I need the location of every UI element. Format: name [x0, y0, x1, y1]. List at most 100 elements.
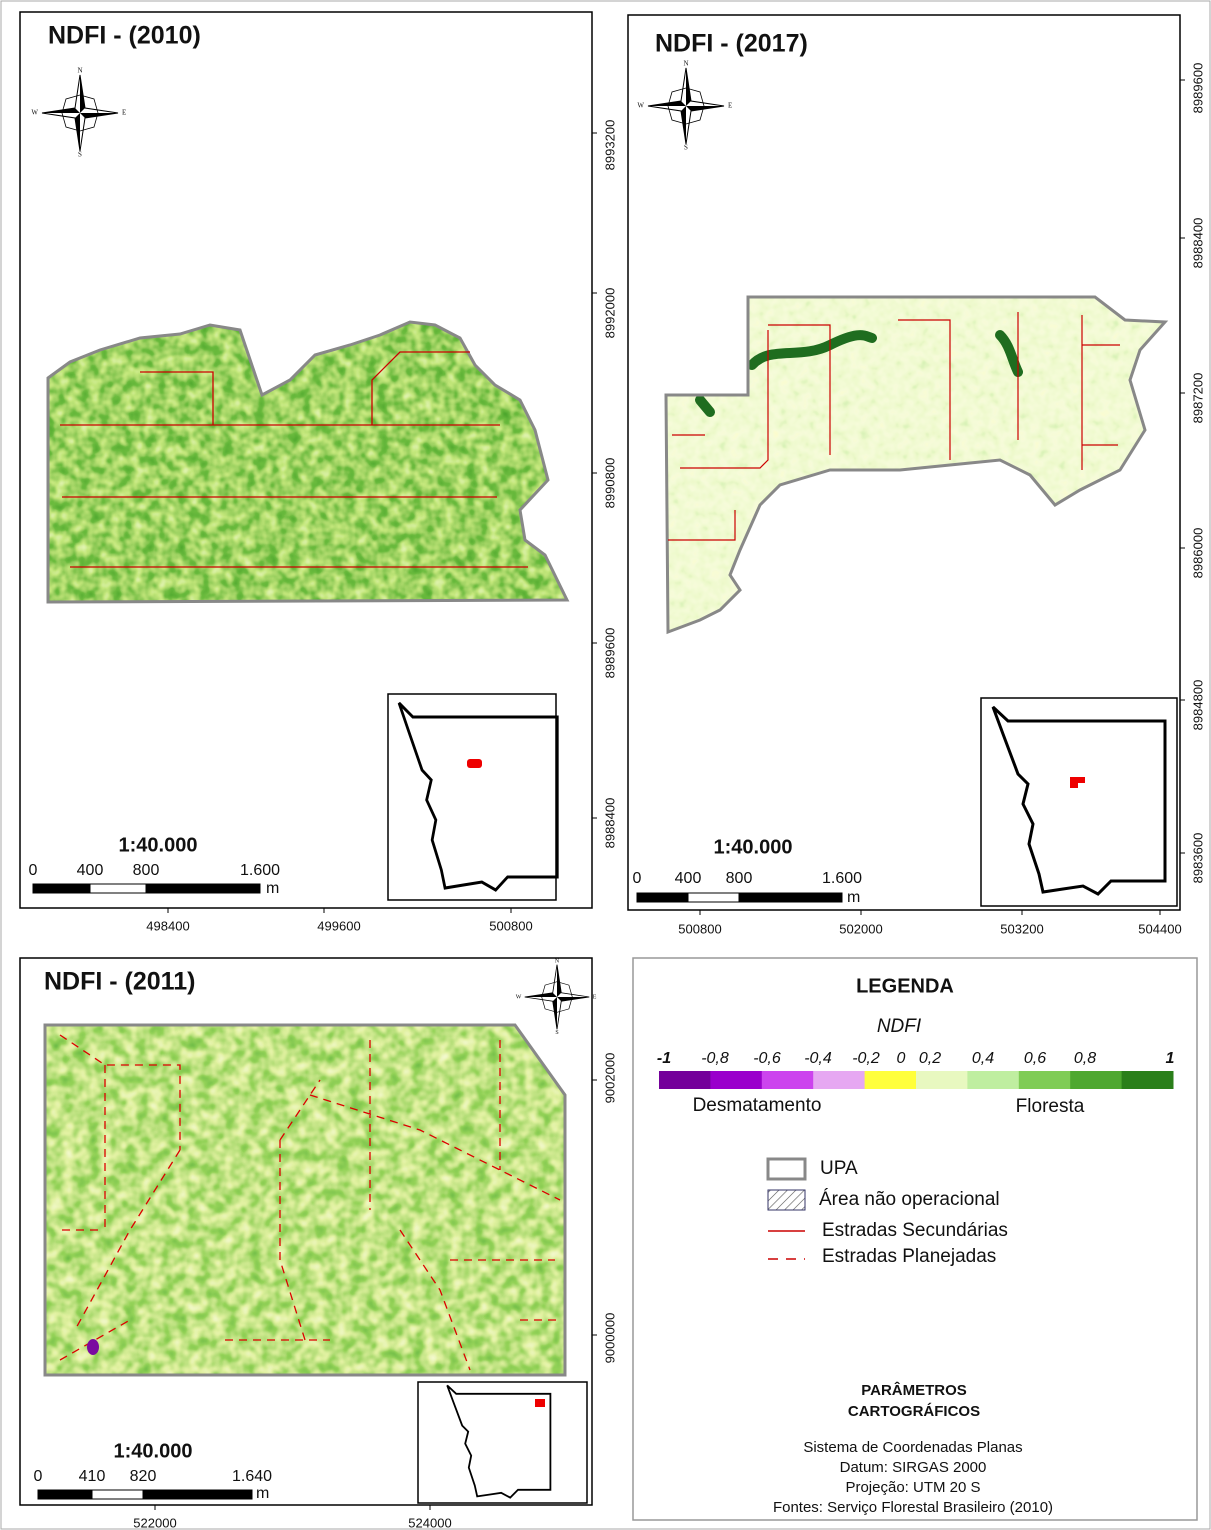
map-title: NDFI - (2011)	[44, 968, 195, 996]
x-coord: 499600	[317, 918, 360, 933]
compass-e: E	[728, 102, 732, 110]
ramp-swatch	[710, 1071, 762, 1089]
legend-title: LEGENDA	[856, 975, 954, 997]
ramp-label: 1	[1166, 1050, 1175, 1067]
ramp-swatch	[1070, 1071, 1122, 1089]
ramp-swatch	[659, 1071, 711, 1089]
ndfi-raster	[40, 1020, 570, 1380]
legend-item: Estradas Secundárias	[822, 1220, 1008, 1241]
param: Projeção: UTM 20 S	[845, 1479, 980, 1496]
scale-label: 400	[675, 870, 702, 887]
ramp-swatch	[1122, 1071, 1174, 1089]
hatch-swatch	[768, 1190, 805, 1210]
scale-ratio: 1:40.000	[114, 1440, 193, 1462]
ramp-low: Desmatamento	[693, 1095, 822, 1116]
scale-unit: m	[847, 889, 860, 906]
scale-bar	[38, 1490, 252, 1499]
compass-w: W	[31, 109, 38, 117]
map-title: NDFI - (2010)	[48, 22, 201, 50]
ramp-label: 0,2	[919, 1050, 941, 1067]
ramp-swatch	[865, 1071, 917, 1089]
y-coord: 8988400	[1190, 218, 1205, 269]
ramp-label: -0,4	[804, 1050, 832, 1067]
scale-label: 800	[726, 870, 753, 887]
scale-bar	[637, 893, 842, 902]
legend-item: Estradas Planejadas	[822, 1246, 996, 1267]
y-coord: 8983600	[1190, 833, 1205, 884]
ramp-swatch	[1019, 1071, 1071, 1089]
scale-label: 1.640	[232, 1468, 272, 1485]
ramp-label: 0	[897, 1050, 906, 1067]
x-coord: 524000	[408, 1515, 451, 1530]
ramp-swatch	[967, 1071, 1019, 1089]
map-title: NDFI - (2017)	[655, 30, 808, 58]
param: Fontes: Serviço Florestal Brasileiro (20…	[773, 1499, 1053, 1516]
upa-swatch	[768, 1159, 805, 1179]
ramp-swatch	[813, 1071, 865, 1089]
ramp-label: -0,6	[753, 1050, 781, 1067]
scale-label: 1.600	[240, 862, 280, 879]
scale-label: 0	[29, 862, 38, 879]
ramp-swatch	[762, 1071, 814, 1089]
legend: LEGENDA NDFI -1 -0,8 -0,6 -0,4 -0,2 0 0,2 0,4 0,…	[633, 958, 1197, 1520]
ramp-label: 0,8	[1074, 1050, 1096, 1067]
y-coord: 9002000	[602, 1053, 617, 1104]
scale-ratio: 1:40.000	[119, 834, 198, 856]
x-coord: 504400	[1138, 921, 1181, 936]
params-title: PARÂMETROS	[861, 1381, 967, 1399]
scale-ratio: 1:40.000	[714, 836, 793, 858]
ramp-label: -0,2	[852, 1050, 880, 1067]
x-coord: 522000	[133, 1515, 176, 1530]
figure: NDFI - (2010) N E S W 1:40.000 0 400 800…	[0, 0, 1211, 1530]
compass-n: N	[555, 959, 560, 965]
ramp-label: 0,4	[972, 1050, 994, 1067]
x-coord: 503200	[1000, 921, 1043, 936]
y-coord: 8989600	[602, 628, 617, 679]
compass-e: E	[593, 994, 597, 1000]
compass-n: N	[77, 67, 82, 75]
ramp-label: -1	[657, 1050, 671, 1067]
compass-s: S	[684, 144, 688, 152]
x-coord: 500800	[489, 918, 532, 933]
x-coord: 498400	[146, 918, 189, 933]
y-coord: 8986000	[1190, 528, 1205, 579]
params-title: CARTOGRÁFICOS	[848, 1403, 980, 1420]
location-marker	[535, 1399, 545, 1407]
y-coord: 9000000	[602, 1313, 617, 1364]
ramp-title: NDFI	[877, 1016, 922, 1037]
y-coord: 8988400	[602, 798, 617, 849]
inset-frame	[388, 694, 556, 900]
color-ramp	[659, 1071, 1174, 1089]
scale-label: 0	[633, 870, 642, 887]
scale-label: 800	[133, 862, 160, 879]
scale-label: 0	[34, 1468, 43, 1485]
y-coord: 8984800	[1190, 680, 1205, 731]
y-coord: 8990800	[602, 458, 617, 509]
map-2010: NDFI - (2010) N E S W 1:40.000 0 400 800…	[20, 12, 617, 933]
compass-s: S	[78, 151, 82, 159]
scale-label: 1.600	[822, 870, 862, 887]
inset-frame	[418, 1382, 587, 1503]
x-coord: 500800	[678, 921, 721, 936]
legend-item: Área não operacional	[819, 1189, 1000, 1210]
y-coord: 8993200	[602, 120, 617, 171]
ramp-label: -0,8	[701, 1050, 729, 1067]
legend-item: UPA	[820, 1158, 858, 1179]
ramp-label: 0,6	[1024, 1050, 1046, 1067]
ramp-high: Floresta	[1016, 1096, 1085, 1117]
scale-unit: m	[256, 1485, 269, 1502]
y-coord: 8987200	[1190, 373, 1205, 424]
compass-e: E	[122, 109, 126, 117]
scale-unit: m	[266, 880, 279, 897]
map-2011: NDFI - (2011) N E S W 1:40.000 0 410 820…	[20, 958, 617, 1530]
param: Sistema de Coordenadas Planas	[803, 1439, 1022, 1456]
compass-w: W	[516, 994, 522, 1000]
scale-label: 820	[130, 1468, 157, 1485]
map-2017: NDFI - (2017) N E S W 1:40.000 0 400 800…	[628, 15, 1205, 936]
deforestation-patch	[87, 1339, 99, 1355]
ramp-swatch	[916, 1071, 968, 1089]
y-coord: 8992000	[602, 288, 617, 339]
location-marker	[467, 759, 482, 768]
compass-s: S	[555, 1030, 558, 1036]
compass-n: N	[683, 60, 688, 68]
